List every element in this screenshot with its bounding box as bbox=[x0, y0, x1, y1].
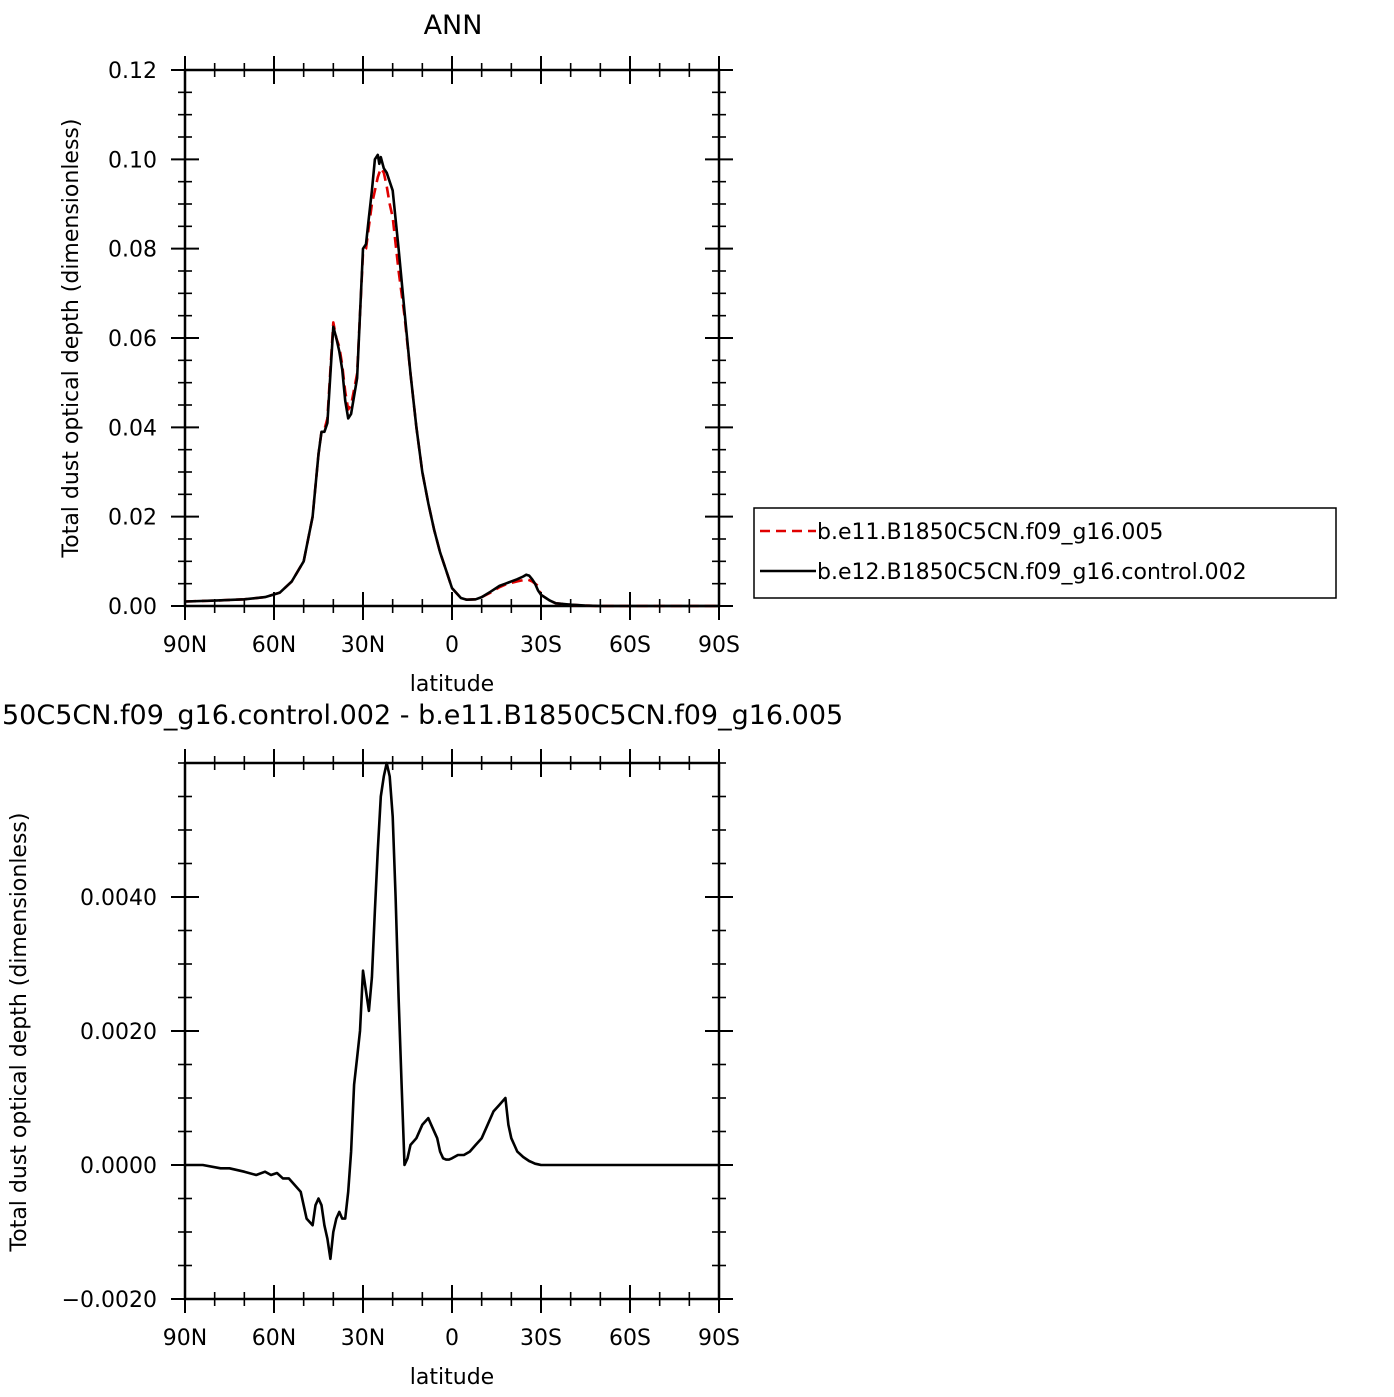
top-y-axis-label: Total dust optical depth (dimensionless) bbox=[59, 119, 84, 559]
bottom-series-line-1 bbox=[185, 761, 719, 1261]
top-x-tick-label: 30N bbox=[341, 633, 385, 658]
top-y-tick-label: 0.10 bbox=[108, 148, 157, 173]
bottom-chart: 50C5CN.f09_g16.control.002 - b.e11.B1850… bbox=[2, 700, 843, 1390]
top-x-tick-label: 90S bbox=[698, 633, 740, 658]
bottom-axes-frame bbox=[183, 761, 721, 1301]
legend-box bbox=[753, 507, 1337, 599]
top-x-tick-label: 60N bbox=[252, 633, 296, 658]
top-x-tick-label: 30S bbox=[520, 633, 562, 658]
bottom-y-axis-label: Total dust optical depth (dimensionless) bbox=[7, 813, 32, 1253]
bottom-tick-group: −0.0020 0.0000 0.0020 0.0040 90N 60N 30N 0 30S 60… bbox=[62, 749, 740, 1351]
top-tick-group: 0.00 0.02 0.04 0.06 0.08 0.10 0.12 90N 60N 30N 0 30… bbox=[108, 56, 740, 658]
top-y-tick-label: 0.04 bbox=[108, 416, 157, 441]
top-y-tick-label: 0.08 bbox=[108, 238, 157, 263]
bottom-x-tick-label: 60N bbox=[252, 1326, 296, 1351]
bottom-plot-area bbox=[183, 761, 721, 1301]
top-series-line-2 bbox=[184, 153, 719, 608]
bottom-x-tick-label: 30S bbox=[520, 1326, 562, 1351]
top-x-axis-label: latitude bbox=[410, 672, 494, 697]
top-y-tick-label: 0.02 bbox=[108, 506, 157, 531]
top-y-tick-label: 0.00 bbox=[108, 595, 157, 620]
legend-label-series-2: b.e12.B1850C5CN.f09_g16.control.002 bbox=[817, 560, 1247, 585]
bottom-chart-title: 50C5CN.f09_g16.control.002 - b.e11.B1850… bbox=[2, 700, 843, 731]
bottom-series-group bbox=[185, 761, 719, 1261]
top-plot-area bbox=[183, 68, 721, 608]
bottom-x-tick-label: 0 bbox=[445, 1326, 459, 1351]
bottom-x-tick-label: 30N bbox=[341, 1326, 385, 1351]
top-chart-title: ANN bbox=[424, 10, 483, 41]
top-series-line-1 bbox=[184, 167, 719, 608]
bottom-x-tick-label: 90S bbox=[698, 1326, 740, 1351]
bottom-y-tick-label: 0.0020 bbox=[80, 1020, 157, 1045]
bottom-y-tick-label: 0.0000 bbox=[80, 1154, 157, 1179]
legend-label-series-1: b.e11.B1850C5CN.f09_g16.005 bbox=[817, 520, 1163, 545]
top-series-group bbox=[184, 153, 719, 608]
bottom-y-tick-label: 0.0040 bbox=[80, 886, 157, 911]
top-y-tick-label: 0.12 bbox=[108, 59, 157, 84]
bottom-y-tick-label: −0.0020 bbox=[62, 1288, 157, 1313]
bottom-x-tick-label: 60S bbox=[609, 1326, 651, 1351]
top-x-tick-label: 90N bbox=[163, 633, 207, 658]
top-x-tick-label: 60S bbox=[609, 633, 651, 658]
top-x-tick-label: 0 bbox=[445, 633, 459, 658]
bottom-x-tick-label: 90N bbox=[163, 1326, 207, 1351]
bottom-x-axis-label: latitude bbox=[410, 1365, 494, 1390]
top-y-tick-label: 0.06 bbox=[108, 327, 157, 352]
legend: b.e11.B1850C5CN.f09_g16.005 b.e12.B1850C… bbox=[753, 507, 1337, 599]
top-chart: ANN 0.00 0.02 0.04 0.06 0.08 0.10 0.12 90N 60N 30… bbox=[59, 10, 740, 697]
top-axes-frame bbox=[183, 68, 721, 608]
